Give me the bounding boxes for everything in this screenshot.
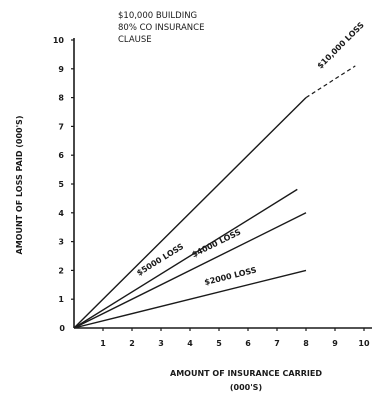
y-tick-label: 8 [58, 94, 64, 103]
y-tick-labels: 1 2 3 4 5 6 7 8 9 10 [53, 36, 74, 304]
y-tick-label: 9 [58, 65, 64, 74]
series-label: $4000 LOSS [190, 227, 242, 259]
series-line [73, 212, 307, 329]
x-tick-label: 7 [274, 339, 280, 348]
origin-label: 0 [59, 324, 65, 333]
x-tick-label: 10 [358, 339, 370, 348]
x-tick-label: 8 [303, 339, 309, 348]
chart-title-line: 80% CO INSURANCE [118, 23, 204, 33]
y-axis-label: AMOUNT OF LOSS PAID (000'S) [15, 116, 24, 255]
y-tick-label: 4 [58, 209, 64, 218]
series-labels: $10,000 LOSS$5000 LOSS $4000 LOSS$2000 LO… [135, 20, 366, 287]
y-tick-label: 6 [58, 151, 64, 160]
y-tick-label: 2 [58, 266, 64, 275]
series-line [73, 97, 307, 329]
series-lines [73, 65, 356, 329]
x-tick-label: 1 [100, 339, 106, 348]
x-tick-label: 2 [129, 339, 135, 348]
series-line [73, 188, 298, 329]
chart-title-line: CLAUSE [118, 35, 152, 45]
series-line-extension [305, 65, 356, 99]
x-tick-label: 9 [332, 339, 338, 348]
series-label: $10,000 LOSS [316, 20, 367, 70]
x-axis-label: AMOUNT OF INSURANCE CARRIED [170, 369, 322, 378]
series-line [73, 269, 307, 329]
x-tick-label: 3 [158, 339, 164, 348]
x-tick-label: 4 [187, 339, 193, 348]
y-tick-label: 10 [53, 36, 65, 45]
x-tick-labels: 1 2 3 4 5 6 7 8 9 10 [100, 328, 370, 348]
x-tick-label: 5 [216, 339, 222, 348]
x-axis-label-units: (000'S) [230, 383, 262, 392]
y-tick-label: 3 [58, 238, 64, 247]
y-tick-label: 7 [58, 122, 64, 131]
chart-title: $10,000 BUILDING 80% CO INSURANCE CLAUSE [118, 11, 204, 45]
chart-title-line: $10,000 BUILDING [118, 11, 197, 21]
y-tick-label: 5 [58, 180, 64, 189]
x-tick-label: 6 [245, 339, 251, 348]
y-tick-label: 1 [58, 295, 64, 304]
